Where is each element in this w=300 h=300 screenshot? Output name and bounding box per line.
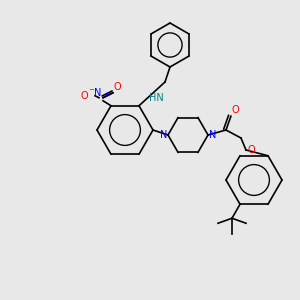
Text: O: O	[232, 105, 240, 115]
Text: +: +	[103, 92, 109, 98]
Text: N: N	[160, 130, 167, 140]
Text: O: O	[247, 145, 255, 155]
Text: N: N	[94, 88, 101, 98]
Text: N: N	[209, 130, 216, 140]
Text: −: −	[88, 87, 94, 93]
Text: O: O	[114, 82, 122, 92]
Text: HN: HN	[149, 93, 164, 103]
Text: O: O	[80, 91, 88, 101]
